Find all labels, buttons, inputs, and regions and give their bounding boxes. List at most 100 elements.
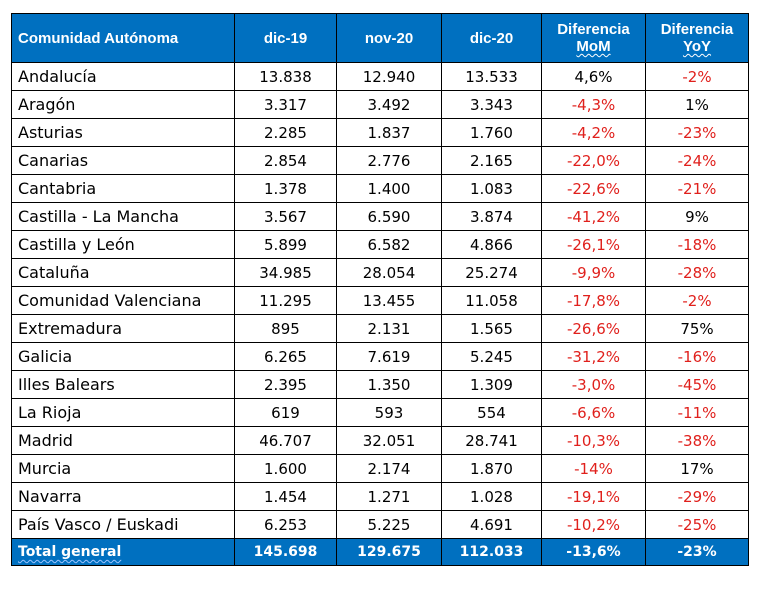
cell-region: Cantabria: [11, 174, 235, 203]
cell-dic20: 2.165: [441, 146, 542, 175]
regional-data-table: Comunidad Autónoma dic-19 nov-20 dic-20 …: [11, 13, 749, 566]
cell-yoy: -29%: [645, 482, 749, 511]
cell-mom: -3,0%: [541, 370, 646, 399]
cell-nov20: 32.051: [336, 426, 442, 455]
table-row: Madrid 46.707 32.051 28.741 -10,3% -38%: [11, 426, 749, 455]
cell-mom: -22,6%: [541, 174, 646, 203]
cell-mom: -19,1%: [541, 482, 646, 511]
cell-region: Canarias: [11, 146, 235, 175]
cell-dic20: 28.741: [441, 426, 542, 455]
cell-yoy: -21%: [645, 174, 749, 203]
cell-dic20: 1.028: [441, 482, 542, 511]
table-row: Illes Balears 2.395 1.350 1.309 -3,0% -45%: [11, 370, 749, 399]
cell-region: Asturias: [11, 118, 235, 147]
cell-mom: -4,2%: [541, 118, 646, 147]
header-nov20: nov-20: [336, 13, 442, 63]
cell-mom: -10,3%: [541, 426, 646, 455]
cell-region: País Vasco / Euskadi: [11, 510, 235, 539]
cell-nov20: 1.400: [336, 174, 442, 203]
cell-region: Castilla y León: [11, 230, 235, 259]
cell-dic19: 3.317: [234, 90, 337, 119]
cell-nov20: 6.582: [336, 230, 442, 259]
header-row: Comunidad Autónoma dic-19 nov-20 dic-20 …: [11, 13, 749, 63]
cell-mom: -10,2%: [541, 510, 646, 539]
cell-dic19: 6.265: [234, 342, 337, 371]
cell-mom: -31,2%: [541, 342, 646, 371]
table-row: Asturias 2.285 1.837 1.760 -4,2% -23%: [11, 118, 749, 147]
cell-mom: -6,6%: [541, 398, 646, 427]
total-region: Total general: [11, 538, 235, 566]
cell-region: Murcia: [11, 454, 235, 483]
cell-mom: -9,9%: [541, 258, 646, 287]
cell-yoy: 9%: [645, 202, 749, 231]
cell-yoy: -18%: [645, 230, 749, 259]
table-row: País Vasco / Euskadi 6.253 5.225 4.691 -10,2…: [11, 510, 749, 539]
cell-dic20: 3.874: [441, 202, 542, 231]
header-yoy-line1: Diferencia: [660, 21, 734, 38]
cell-nov20: 2.131: [336, 314, 442, 343]
cell-mom: -22,0%: [541, 146, 646, 175]
cell-region: Navarra: [11, 482, 235, 511]
table-row: Castilla - La Mancha 3.567 6.590 3.874 -41,2…: [11, 202, 749, 231]
table-row: Extremadura 895 2.131 1.565 -26,6% 75%: [11, 314, 749, 343]
cell-dic19: 2.395: [234, 370, 337, 399]
total-row: Total general 145.698 129.675 112.033 -1…: [11, 538, 749, 566]
total-yoy: -23%: [645, 538, 749, 566]
cell-yoy: -23%: [645, 118, 749, 147]
total-dic20: 112.033: [441, 538, 542, 566]
table-row: La Rioja 619 593 554 -6,6% -11%: [11, 398, 749, 427]
cell-region: Madrid: [11, 426, 235, 455]
cell-dic19: 2.285: [234, 118, 337, 147]
cell-dic20: 1.870: [441, 454, 542, 483]
cell-dic19: 2.854: [234, 146, 337, 175]
cell-dic19: 13.838: [234, 62, 337, 91]
cell-nov20: 1.271: [336, 482, 442, 511]
header-mom-line1: Diferencia: [557, 21, 630, 38]
cell-region: La Rioja: [11, 398, 235, 427]
cell-mom: -4,3%: [541, 90, 646, 119]
cell-region: Comunidad Valenciana: [11, 286, 235, 315]
cell-region: Illes Balears: [11, 370, 235, 399]
cell-nov20: 12.940: [336, 62, 442, 91]
cell-yoy: -2%: [645, 62, 749, 91]
cell-dic19: 5.899: [234, 230, 337, 259]
cell-dic20: 4.691: [441, 510, 542, 539]
cell-nov20: 13.455: [336, 286, 442, 315]
cell-yoy: -11%: [645, 398, 749, 427]
cell-dic19: 46.707: [234, 426, 337, 455]
header-mom: Diferencia MoM: [541, 13, 646, 63]
cell-mom: 4,6%: [541, 62, 646, 91]
cell-dic20: 13.533: [441, 62, 542, 91]
cell-yoy: -45%: [645, 370, 749, 399]
cell-yoy: -25%: [645, 510, 749, 539]
cell-dic20: 1.760: [441, 118, 542, 147]
cell-nov20: 3.492: [336, 90, 442, 119]
table-row: Navarra 1.454 1.271 1.028 -19,1% -29%: [11, 482, 749, 511]
cell-region: Andalucía: [11, 62, 235, 91]
cell-dic20: 11.058: [441, 286, 542, 315]
cell-mom: -17,8%: [541, 286, 646, 315]
table-row: Andalucía 13.838 12.940 13.533 4,6% -2%: [11, 62, 749, 91]
table-row: Comunidad Valenciana 11.295 13.455 11.058 -1…: [11, 286, 749, 315]
total-dic19: 145.698: [234, 538, 337, 566]
cell-dic19: 6.253: [234, 510, 337, 539]
cell-region: Extremadura: [11, 314, 235, 343]
cell-dic20: 5.245: [441, 342, 542, 371]
cell-dic20: 3.343: [441, 90, 542, 119]
cell-dic20: 25.274: [441, 258, 542, 287]
cell-dic19: 11.295: [234, 286, 337, 315]
cell-region: Galicia: [11, 342, 235, 371]
cell-mom: -14%: [541, 454, 646, 483]
cell-dic20: 1.309: [441, 370, 542, 399]
cell-dic19: 3.567: [234, 202, 337, 231]
table-row: Aragón 3.317 3.492 3.343 -4,3% 1%: [11, 90, 749, 119]
cell-dic20: 1.083: [441, 174, 542, 203]
cell-dic19: 1.454: [234, 482, 337, 511]
total-label: Total general: [18, 544, 122, 560]
cell-dic19: 895: [234, 314, 337, 343]
cell-mom: -26,1%: [541, 230, 646, 259]
table-row: Canarias 2.854 2.776 2.165 -22,0% -24%: [11, 146, 749, 175]
total-nov20: 129.675: [336, 538, 442, 566]
header-region: Comunidad Autónoma: [11, 13, 235, 63]
cell-nov20: 1.837: [336, 118, 442, 147]
